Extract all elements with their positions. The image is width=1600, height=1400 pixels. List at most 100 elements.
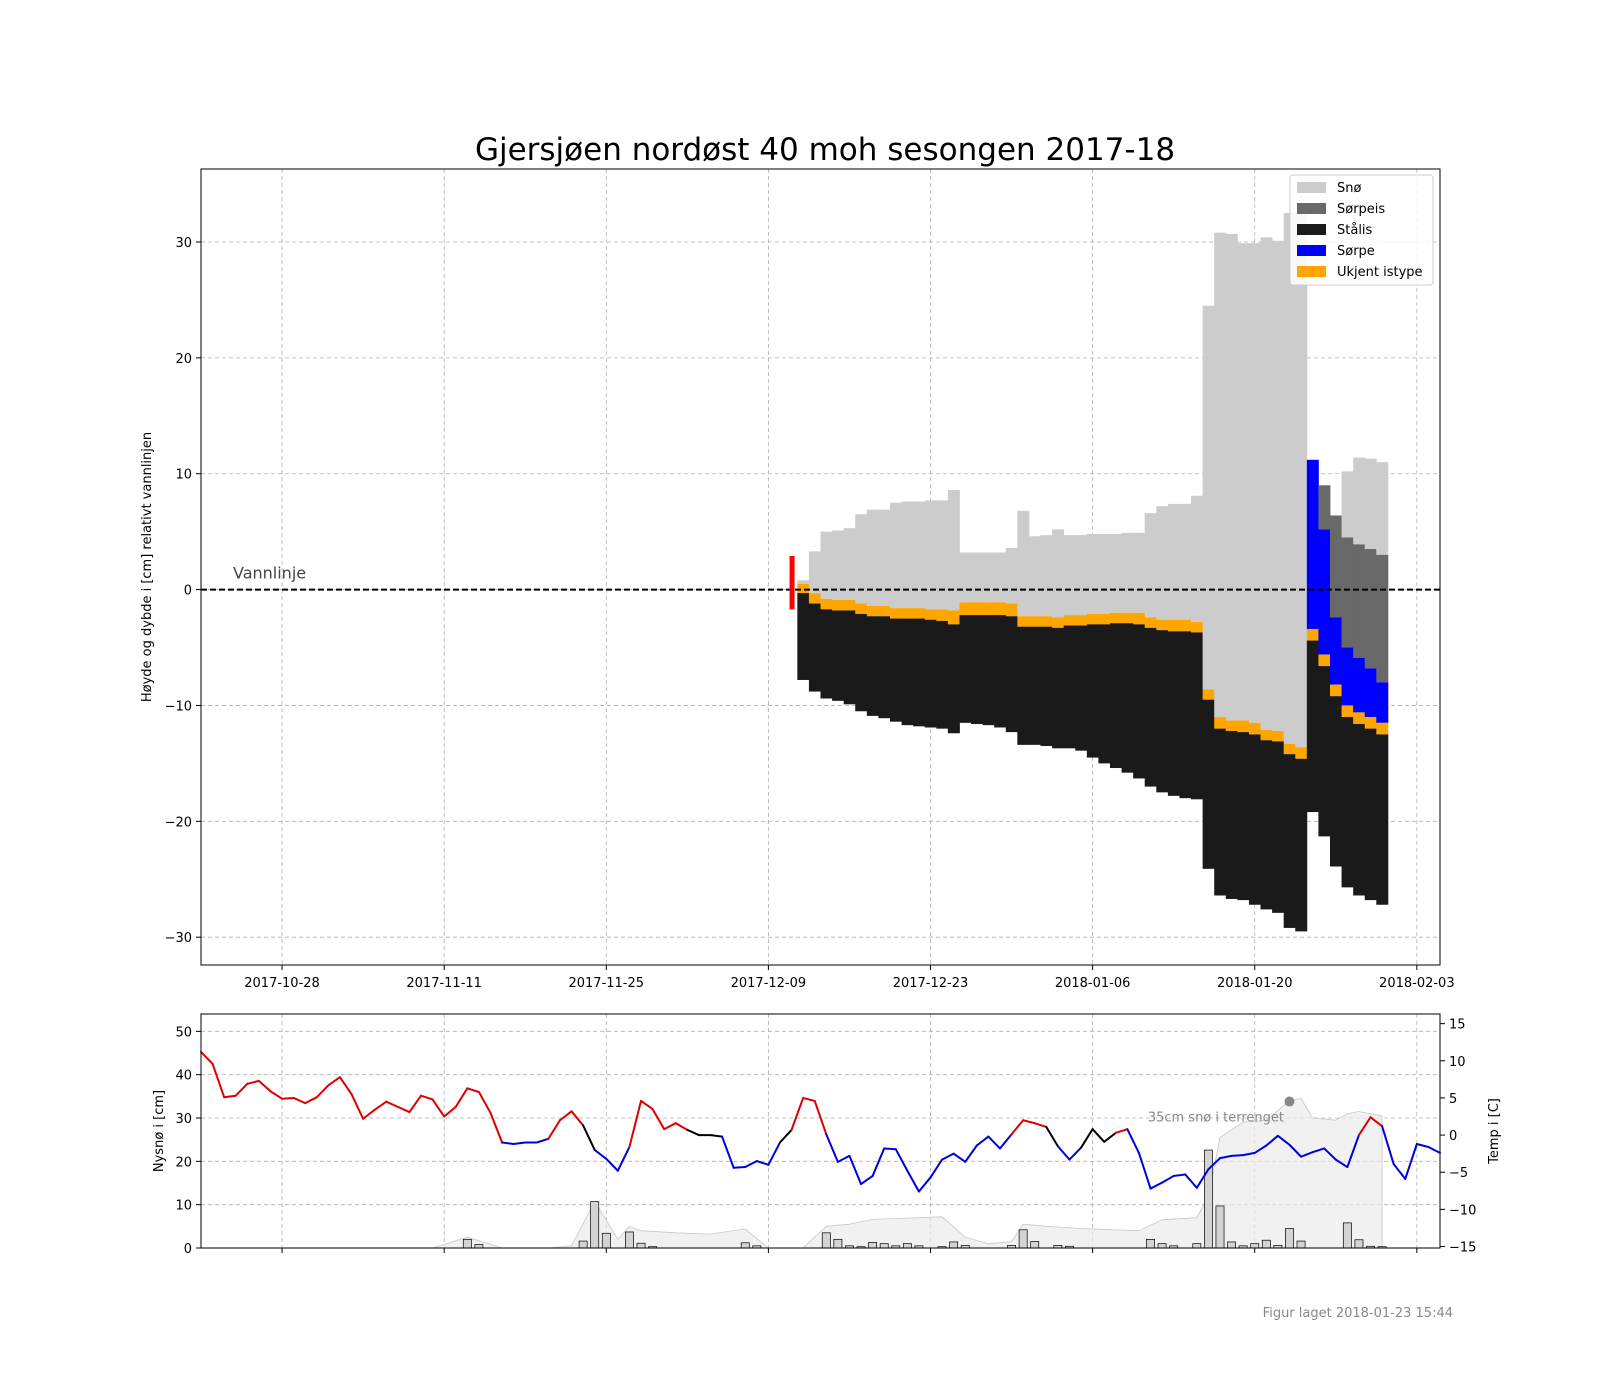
legend-entry: Stålis xyxy=(1297,223,1373,238)
ice-layer-snø xyxy=(1133,532,1146,613)
snow-depth-marker xyxy=(1284,1096,1295,1107)
ice-layer-ukjent-istype xyxy=(1052,617,1065,628)
ice-layer-ukjent-istype xyxy=(1330,684,1342,697)
temperature-segment xyxy=(964,1144,978,1163)
temperature-segment xyxy=(1334,1158,1349,1169)
temperature-segment xyxy=(1427,1145,1441,1154)
ice-column xyxy=(832,530,845,701)
ice-layer-snø xyxy=(1017,510,1030,617)
temperature-segment xyxy=(767,1141,781,1166)
y2-tick-label: 0 xyxy=(1449,1129,1457,1144)
ice-grid xyxy=(201,169,1440,965)
ice-layer-stålis xyxy=(1260,740,1273,910)
ice-layer-stålis xyxy=(843,610,856,705)
ice-layer-snø xyxy=(1075,535,1088,616)
x-tick-label: 2017-11-11 xyxy=(406,976,482,991)
first-observation-marker xyxy=(789,555,795,610)
ice-column xyxy=(1133,532,1146,779)
ice-column xyxy=(1005,547,1018,733)
new-snow-bar xyxy=(740,1242,750,1249)
temperature-segment xyxy=(1033,1122,1048,1128)
ice-chart: Vannlinje 2017-10-28 2017-11-11 2017-11-25… xyxy=(140,168,1455,991)
ice-layer-ukjent-istype xyxy=(1202,689,1215,700)
temperature-segment xyxy=(929,1158,944,1179)
temperature-segment xyxy=(211,1062,226,1099)
ice-column xyxy=(1121,532,1134,773)
ice-layer-snø xyxy=(901,501,914,609)
waterline: Vannlinje xyxy=(201,564,1440,591)
ice-layer-stålis xyxy=(982,615,995,726)
ice-x-ticks: 2017-10-28 2017-11-11 2017-11-25 2017-12-09… xyxy=(244,965,1455,991)
ice-layer-snø xyxy=(1052,529,1065,618)
ice-layer-snø xyxy=(843,528,856,601)
ice-column xyxy=(808,551,821,692)
ice-column xyxy=(1167,503,1180,796)
ice-column xyxy=(936,500,949,729)
temperature-segment xyxy=(906,1169,920,1193)
temperature-segment xyxy=(1218,1154,1233,1160)
temperature-segment xyxy=(1369,1116,1384,1128)
ice-layer-stålis xyxy=(820,609,833,699)
ice-layer-stålis xyxy=(878,616,891,719)
ice-layer-stålis xyxy=(1306,640,1319,813)
new-snow-bar xyxy=(625,1231,634,1249)
legend-label: Sørpe xyxy=(1337,244,1375,259)
temperature-segment xyxy=(408,1094,423,1114)
temperature-segment xyxy=(1288,1143,1303,1158)
ice-layer-stålis xyxy=(1283,754,1296,928)
ice-layer-stålis xyxy=(1144,627,1157,787)
new-snow-bar xyxy=(821,1232,831,1249)
ice-layer-snø xyxy=(889,502,902,609)
ice-layer-stålis xyxy=(947,624,960,734)
new-snow-bar xyxy=(833,1238,843,1249)
temperature-segment xyxy=(443,1105,457,1118)
temperature-segment xyxy=(558,1110,573,1122)
temperature-segment xyxy=(362,1108,376,1120)
new-snow-bar xyxy=(1018,1229,1028,1249)
ice-layer-ukjent-istype xyxy=(1353,712,1366,724)
ice-layer-stålis xyxy=(1225,730,1238,899)
temperature-segment xyxy=(802,1096,816,1102)
temperature-segment xyxy=(651,1108,666,1131)
ice-layer-stålis xyxy=(1109,623,1122,769)
temperature-segment xyxy=(1311,1147,1326,1154)
ice-column xyxy=(1214,232,1227,896)
ice-column xyxy=(1191,495,1204,800)
ice-layer-sørpe xyxy=(1376,682,1389,723)
ice-layer-snø xyxy=(1063,535,1076,616)
ice-column xyxy=(1040,535,1053,747)
y-tick-label: 40 xyxy=(175,1069,192,1084)
temperature-segment xyxy=(1149,1181,1164,1190)
ice-column xyxy=(1295,213,1308,932)
new-snow-bar xyxy=(902,1243,912,1249)
new-snow-bar xyxy=(474,1244,484,1249)
ice-layer-ukjent-istype xyxy=(994,602,1007,616)
ice-layer-ukjent-istype xyxy=(982,602,995,616)
y2-tick-label: −10 xyxy=(1449,1203,1476,1218)
ice-layer-ukjent-istype xyxy=(901,608,914,619)
ice-y-axis-label: Høyde og dybde i [cm] relativt vannlinje… xyxy=(140,432,155,702)
legend-swatch xyxy=(1297,266,1326,277)
temperature-segment xyxy=(338,1076,353,1096)
ice-layer-ukjent-istype xyxy=(1341,705,1354,718)
temperature-segment xyxy=(1265,1134,1279,1147)
temperature-segment xyxy=(975,1135,990,1147)
ice-layer-snø xyxy=(1144,513,1157,618)
ice-layer-stålis xyxy=(971,615,984,724)
y-tick-label: −10 xyxy=(165,699,192,714)
temperature-segment xyxy=(883,1147,897,1151)
ice-layer-ukjent-istype xyxy=(1133,612,1146,625)
ice-layer-stålis xyxy=(924,619,937,728)
temperature-segment xyxy=(1276,1134,1291,1146)
ice-layer-sørpe xyxy=(1330,617,1342,685)
ice-column xyxy=(797,580,810,680)
legend-swatch xyxy=(1297,224,1326,235)
legend-label: Sørpeis xyxy=(1337,202,1385,217)
ice-layer-snø xyxy=(1098,533,1111,614)
temperature-segment xyxy=(755,1160,770,1166)
ice-layer-snø xyxy=(1260,237,1273,730)
temperature-segment xyxy=(431,1098,446,1118)
legend-entry: Snø xyxy=(1297,181,1361,196)
ice-column xyxy=(1156,506,1169,793)
